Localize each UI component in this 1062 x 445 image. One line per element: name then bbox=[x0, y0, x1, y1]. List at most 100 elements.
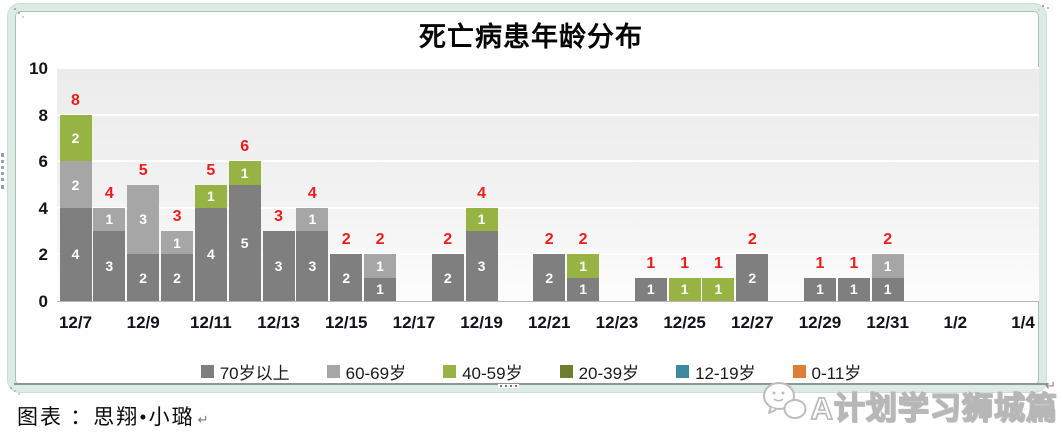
segment-value-label: 2 bbox=[545, 269, 554, 286]
bar-segment: 1 bbox=[803, 277, 836, 301]
left-edge-dots-icon bbox=[1, 153, 4, 189]
legend: 70岁以上 60-69岁 40-59岁 20-39岁 12-19岁 0-11岁 bbox=[0, 359, 1062, 384]
x-tick-label: 12/7 bbox=[58, 313, 93, 332]
segment-value-label: 1 bbox=[849, 281, 858, 298]
bar-segment: 1 bbox=[161, 231, 194, 255]
segment-value-label: 3 bbox=[274, 258, 283, 275]
y-tick-label: 0 bbox=[38, 292, 48, 311]
legend-item: 12-19岁 bbox=[676, 359, 756, 384]
y-tick-label: 10 bbox=[29, 59, 48, 78]
bar-segment: 4 bbox=[59, 207, 92, 301]
bar-segment: 3 bbox=[127, 184, 160, 255]
bar-segment: 1 bbox=[567, 277, 600, 301]
bar-total-label: 5 bbox=[206, 161, 216, 179]
bar-total-label: 8 bbox=[71, 91, 80, 109]
segment-value-label: 2 bbox=[342, 269, 351, 286]
bar-total-label: 6 bbox=[240, 138, 250, 156]
gridline bbox=[57, 160, 1039, 163]
caption-return-mark: ↵ bbox=[197, 413, 211, 428]
resize-handle-dots-icon bbox=[498, 384, 519, 388]
bar-segment: 1 bbox=[871, 277, 904, 301]
bar-total-label: 5 bbox=[138, 161, 148, 179]
legend-label: 12-19岁 bbox=[695, 364, 756, 383]
segment-value-label: 1 bbox=[173, 234, 181, 251]
bar-total-label: 1 bbox=[714, 254, 723, 272]
bar-total-label: 4 bbox=[104, 184, 114, 202]
gridline bbox=[57, 113, 1039, 116]
bar-segment: 1 bbox=[567, 254, 600, 278]
bar-segment: 1 bbox=[296, 207, 329, 232]
caption: 图表 ：思翔•小璐 ↵ bbox=[17, 401, 211, 431]
segment-value-label: 1 bbox=[206, 188, 215, 205]
y-tick-label: 2 bbox=[38, 245, 48, 265]
legend-label: 40-59岁 bbox=[462, 364, 523, 383]
segment-value-label: 1 bbox=[376, 258, 384, 275]
segment-value-label: 4 bbox=[206, 246, 215, 263]
bar-total-label: 2 bbox=[341, 231, 351, 249]
segment-value-label: 1 bbox=[105, 211, 114, 228]
segment-value-label: 2 bbox=[748, 269, 757, 286]
bar-segment: 2 bbox=[59, 161, 92, 208]
legend-swatch-icon bbox=[200, 365, 214, 378]
legend-swatch-icon bbox=[559, 365, 573, 378]
legend-item: 0-11岁 bbox=[792, 359, 862, 384]
bar-segment: 2 bbox=[533, 254, 566, 301]
watermark-text: A计划学习狮城篇 bbox=[810, 390, 1058, 426]
x-tick-label: 12/19 bbox=[460, 313, 503, 332]
segment-value-label: 1 bbox=[579, 281, 587, 298]
plot-area: 4 2 2 8 3 1 4 2 3 5 2 1 3 4 1 5 5 1 6 3 3 3 1 4 2 2 1 1 2 2 2 3 1 4 2 2 1 1 2 1… bbox=[57, 67, 1039, 302]
segment-value-label: 1 bbox=[308, 211, 317, 228]
x-tick-label: 12/27 bbox=[731, 313, 774, 332]
bar-total-label: 1 bbox=[646, 254, 656, 272]
segment-value-label: 2 bbox=[139, 269, 148, 286]
segment-value-label: 1 bbox=[477, 211, 486, 228]
x-tick-label: 12/23 bbox=[595, 313, 639, 332]
selection-handle-bottom-left-icon bbox=[10, 387, 12, 389]
bar-total-label: 2 bbox=[578, 231, 588, 249]
segment-value-label: 1 bbox=[883, 258, 892, 275]
x-tick-label: 1/2 bbox=[943, 313, 968, 332]
bar-segment: 3 bbox=[465, 231, 498, 301]
segment-value-label: 1 bbox=[883, 281, 892, 298]
bar-segment: 2 bbox=[161, 254, 194, 301]
bar-segment: 1 bbox=[364, 277, 397, 301]
bar-segment: 2 bbox=[736, 254, 769, 301]
bar-total-label: 2 bbox=[883, 231, 893, 249]
bar-total-label: 3 bbox=[274, 208, 283, 226]
wechat-bubbles-icon bbox=[761, 379, 809, 432]
x-tick-label: 12/29 bbox=[798, 313, 842, 332]
bar-segment: 3 bbox=[93, 231, 126, 301]
bar-segment: 2 bbox=[127, 254, 160, 301]
segment-value-label: 2 bbox=[173, 269, 181, 286]
gridline bbox=[57, 206, 1039, 209]
bar-segment: 2 bbox=[59, 114, 92, 162]
x-tick-label: 12/17 bbox=[392, 313, 436, 332]
bar-segment: 1 bbox=[228, 161, 261, 185]
legend-item: 20-39岁 bbox=[559, 359, 640, 384]
segment-value-label: 1 bbox=[714, 281, 723, 298]
legend-swatch-icon bbox=[676, 365, 690, 378]
bar-total-label: 2 bbox=[375, 231, 385, 249]
bar-segment: 2 bbox=[431, 254, 464, 301]
y-tick-label: 6 bbox=[38, 152, 48, 172]
gridline bbox=[57, 67, 1039, 69]
segment-value-label: 1 bbox=[240, 164, 249, 181]
segment-value-label: 3 bbox=[308, 258, 317, 275]
x-tick-label: 12/25 bbox=[663, 313, 706, 332]
segment-value-label: 2 bbox=[71, 129, 80, 146]
legend-label: 70岁以上 bbox=[219, 364, 290, 383]
segment-value-label: 2 bbox=[71, 176, 80, 193]
x-tick-label: 12/9 bbox=[126, 313, 160, 332]
selection-handle-top-left-icon bbox=[14, 8, 16, 10]
legend-label: 0-11岁 bbox=[811, 364, 862, 383]
segment-value-label: 1 bbox=[376, 281, 384, 298]
legend-label: 20-39岁 bbox=[578, 364, 640, 383]
bar-segment: 1 bbox=[837, 277, 870, 301]
x-tick-label: 1/4 bbox=[1011, 313, 1035, 332]
x-tick-label: 12/13 bbox=[257, 313, 300, 332]
x-tick-label: 12/21 bbox=[527, 313, 571, 332]
bar-total-label: 1 bbox=[680, 254, 690, 272]
y-tick-label: 4 bbox=[38, 198, 48, 218]
legend-item: 60-69岁 bbox=[326, 359, 406, 384]
